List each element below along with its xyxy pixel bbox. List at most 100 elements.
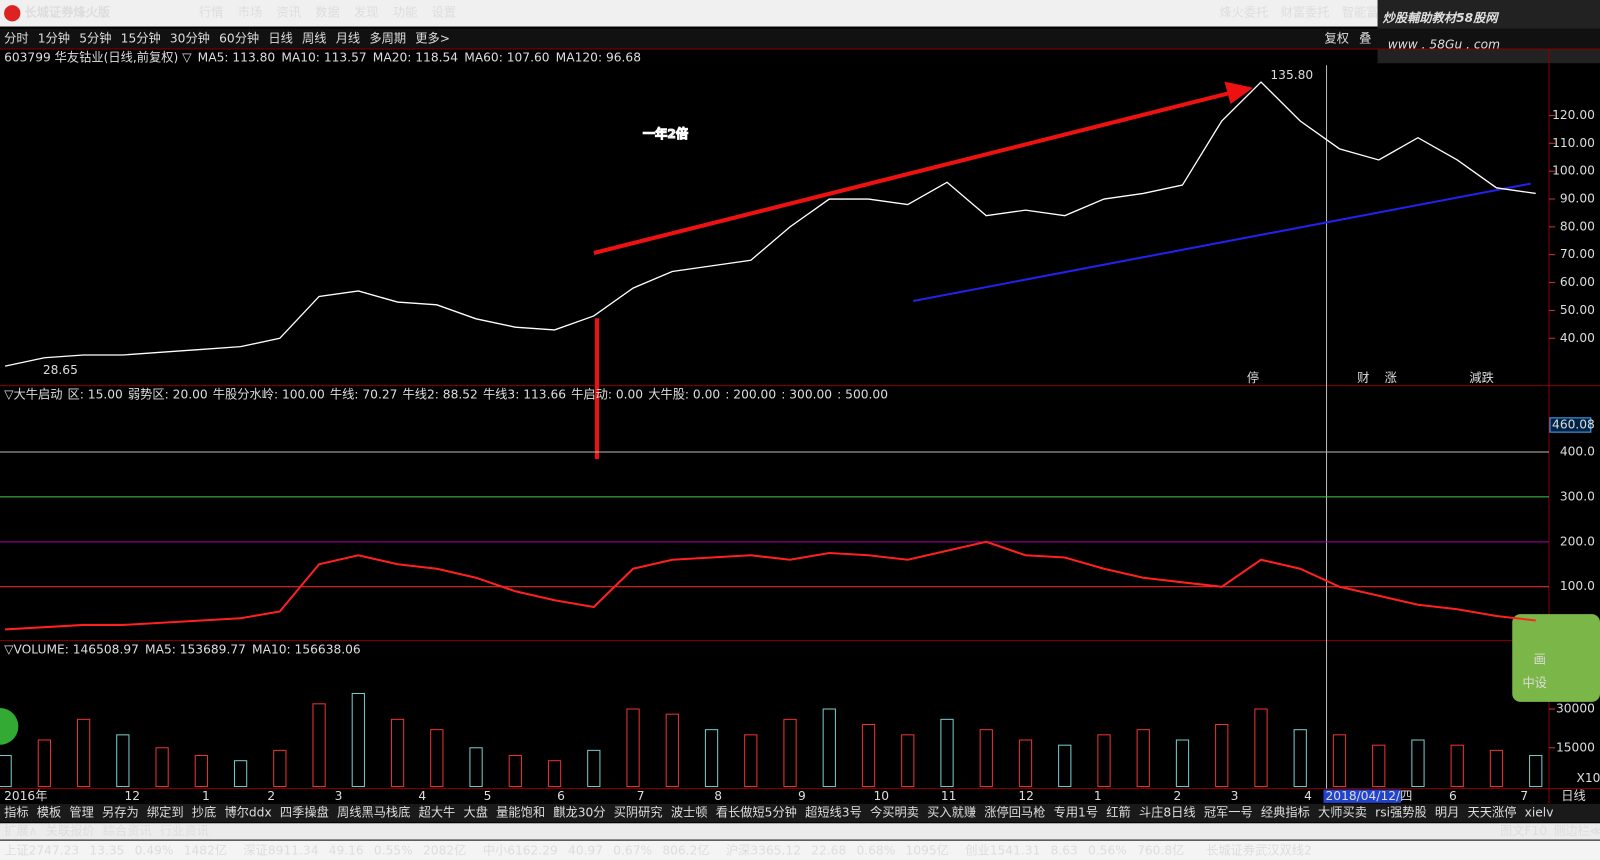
indicator-tab[interactable]: 买入就赚	[927, 805, 976, 820]
info-tab[interactable]: 综合资讯	[103, 823, 152, 838]
indicator-header: 603799 华友钴业(日线,前复权) ▽	[4, 50, 192, 65]
event-mark: 減跌	[1469, 370, 1493, 385]
period-tab[interactable]: 复权	[1324, 31, 1348, 45]
volume-bar	[76, 718, 91, 788]
menu-item[interactable]: 市场	[238, 5, 262, 20]
event-mark: 涨	[1385, 370, 1397, 385]
period-tab[interactable]: 30分钟	[170, 30, 210, 45]
tab-bar	[0, 803, 1600, 823]
volume-bar	[626, 708, 640, 788]
date-label: 2	[267, 789, 275, 803]
indicator-tab[interactable]: 超短线3号	[805, 805, 862, 820]
y-tick-label: 120.00	[1552, 108, 1595, 122]
menu-item[interactable]: 设置	[432, 6, 456, 20]
indicator-line	[5, 540, 1536, 631]
menu-item[interactable]: 功能	[393, 6, 417, 20]
indicator-tab[interactable]: 经典指标	[1261, 805, 1310, 820]
indicator-tab[interactable]: 指标	[4, 805, 28, 820]
date-label: 5	[484, 789, 492, 803]
menu-item[interactable]: 数据	[315, 5, 339, 20]
indicator-tab[interactable]: 量能饱和	[496, 805, 545, 820]
indicator-tab[interactable]: 另存为	[102, 806, 139, 820]
low-label: 28.65	[43, 363, 78, 377]
indicator-tab[interactable]: 麒龙30分	[553, 805, 605, 820]
side-button-text[interactable]: 画	[1534, 653, 1546, 667]
y-tick-label: 80.00	[1560, 219, 1595, 233]
menu-item[interactable]: 烽火委托	[1219, 6, 1268, 20]
y-tick-label: 70.00	[1560, 247, 1595, 261]
indicator-tab[interactable]: 管理	[69, 805, 93, 820]
indicator-tab[interactable]: 冠军一号	[1204, 806, 1253, 820]
volume-bar	[1293, 729, 1307, 788]
period-tab[interactable]: 叠	[1359, 31, 1371, 45]
info-tab[interactable]: 图文F10	[1500, 823, 1547, 838]
indicator-tab[interactable]: 绑定到	[147, 805, 184, 820]
menu-item[interactable]: 智能富	[1342, 5, 1379, 20]
indicator-tab[interactable]: 抄底	[192, 805, 216, 820]
menu-item[interactable]: 发现	[354, 5, 378, 20]
period-tab[interactable]: 月线	[336, 31, 360, 45]
info-tab[interactable]: 关联报价	[46, 823, 95, 838]
period-tab[interactable]: 日线	[268, 31, 292, 45]
index-quote: 深证	[243, 843, 267, 857]
indicator-tab[interactable]: 超大牛	[419, 805, 456, 820]
volume-header: MA5: 153689.77	[145, 642, 246, 656]
indicator-tab[interactable]: 看长做短5分钟	[716, 805, 797, 820]
date-label: 12	[1018, 789, 1034, 803]
volume-bar	[822, 708, 836, 788]
indicator-tab[interactable]: 周线黑马栈底	[337, 805, 410, 820]
indicator-tab[interactable]: 天天涨停	[1468, 805, 1517, 820]
indicator-tab[interactable]: 模板	[37, 806, 61, 820]
volume-bar	[390, 718, 405, 788]
volume-bar	[508, 755, 522, 788]
indicator-tab[interactable]: 涨停回马枪	[984, 805, 1045, 820]
indicator-header: MA10: 113.57	[281, 51, 366, 65]
volume-bar	[1411, 739, 1425, 788]
indicator-tab[interactable]: 明月	[1435, 806, 1459, 820]
y-tick-label: 90.00	[1560, 191, 1595, 205]
y-tick-label: 60.00	[1560, 275, 1595, 289]
index-quote: 1095亿	[906, 842, 949, 857]
indicator-tab[interactable]: 专用1号	[1054, 805, 1099, 820]
period-tab[interactable]: 周线	[302, 31, 326, 45]
volume-bar	[233, 760, 248, 788]
date-label: 7	[1520, 789, 1528, 803]
period-tab[interactable]: 分时	[4, 31, 28, 45]
indicator-tab[interactable]: rsi强势股	[1375, 806, 1427, 820]
date-label: 12	[124, 789, 140, 803]
period-tab[interactable]: 多周期	[369, 31, 406, 45]
indicator-tab[interactable]: 买阴研究	[614, 805, 663, 820]
volume-bar	[1175, 739, 1190, 788]
indicator-tab[interactable]: 大师买卖	[1318, 806, 1367, 820]
indicator-header: 牛股分水岭: 100.00	[213, 386, 325, 401]
period-bar	[0, 28, 1600, 49]
menu-item[interactable]: 行情	[199, 6, 223, 20]
info-tab[interactable]: 侧边栏≪	[1553, 823, 1600, 838]
indicator-tab[interactable]: 红箭	[1106, 805, 1130, 820]
indicator-tab[interactable]: 波士顿	[671, 806, 708, 820]
indicator-tab[interactable]: 今买明卖	[870, 805, 919, 820]
side-button[interactable]	[1512, 614, 1600, 702]
indicator-tab[interactable]: 斗庄8日线	[1139, 805, 1196, 820]
side-button-text[interactable]: 中设	[1522, 675, 1546, 690]
info-tab[interactable]: 扩展∧	[4, 824, 37, 838]
date-label: 3	[335, 789, 343, 803]
volume-bar	[37, 739, 51, 788]
indicator-tab[interactable]: 博尔ddx	[224, 805, 271, 820]
indicator-tab[interactable]: 大盘	[463, 805, 487, 820]
period-tab[interactable]: 15分钟	[121, 30, 161, 45]
broker: 长城证券武汉双线2	[1206, 842, 1312, 857]
info-tab[interactable]: 行业资讯	[160, 824, 209, 838]
menu-item[interactable]: 资讯	[277, 6, 301, 20]
volume-bar	[861, 723, 876, 788]
period-tab[interactable]: 更多>	[415, 31, 450, 45]
volume-bar	[940, 718, 954, 788]
indicator-tab[interactable]: xielv	[1525, 806, 1554, 820]
menu-item[interactable]: 财富委托	[1281, 5, 1330, 20]
indicator-header: MA5: 113.80	[198, 51, 276, 65]
period-tab[interactable]: 5分钟	[79, 30, 111, 45]
period-tab[interactable]: 60分钟	[219, 30, 259, 45]
indicator-tab[interactable]: 四季操盘	[280, 805, 329, 820]
period-tab[interactable]: 1分钟	[38, 30, 70, 45]
